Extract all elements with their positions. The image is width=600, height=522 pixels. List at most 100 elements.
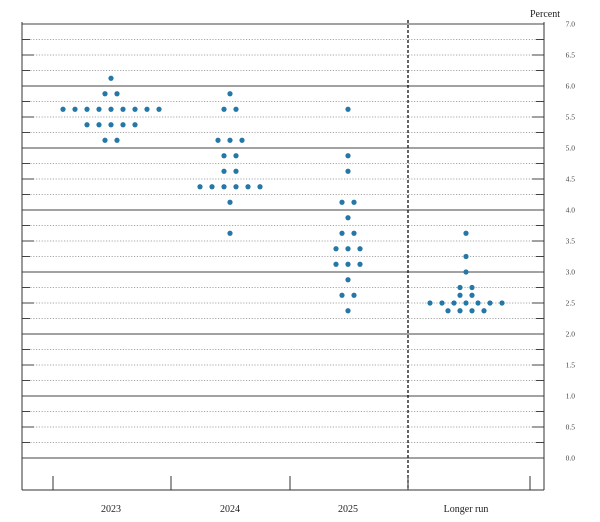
data-point	[221, 153, 227, 159]
data-point	[469, 292, 475, 298]
data-point	[457, 284, 463, 291]
gridlines	[22, 23, 544, 459]
data-point	[84, 122, 90, 128]
data-point	[427, 300, 433, 306]
data-point	[60, 106, 66, 112]
data-point	[215, 137, 221, 143]
data-point	[132, 122, 138, 128]
data-point	[469, 284, 475, 291]
data-point	[345, 308, 351, 314]
data-point	[333, 246, 339, 252]
data-point	[345, 246, 351, 252]
data-point	[487, 300, 493, 306]
data-point	[96, 122, 102, 128]
data-point	[233, 168, 239, 174]
y-tick-label: 2.5	[566, 299, 576, 308]
y-tick-label: 3.0	[566, 268, 576, 277]
data-point	[102, 91, 108, 97]
data-point	[457, 292, 463, 298]
data-point	[233, 184, 239, 190]
y-axis-unit-label: Percent	[530, 9, 560, 20]
data-point	[475, 300, 481, 306]
data-point	[221, 106, 227, 112]
data-point	[345, 261, 351, 267]
data-point	[257, 184, 263, 190]
y-tick-label: 2.0	[566, 330, 576, 339]
data-point	[481, 308, 487, 314]
data-point	[345, 153, 351, 159]
data-point	[339, 292, 345, 298]
data-point	[333, 261, 339, 267]
data-point	[445, 308, 451, 314]
x-category-labels: 2023 2024 2025 Longer run	[101, 504, 488, 515]
data-point	[156, 106, 162, 112]
x-category-ticks	[21, 476, 531, 490]
y-tick-label: 6.0	[566, 82, 576, 91]
data-point	[102, 137, 108, 143]
data-point	[339, 230, 345, 236]
y-tick-label: 6.5	[566, 51, 576, 60]
data-point	[197, 184, 203, 190]
y-tick-label: 0.5	[566, 423, 576, 432]
data-point	[233, 153, 239, 159]
data-point	[345, 106, 351, 112]
data-point	[96, 106, 102, 112]
data-point	[227, 199, 233, 205]
data-point	[345, 277, 351, 283]
axes	[21, 20, 545, 491]
data-point	[339, 199, 345, 205]
y-tick-label: 4.5	[566, 175, 576, 184]
y-tick-label: 3.5	[566, 237, 576, 246]
data-point	[457, 308, 463, 314]
data-point	[345, 215, 351, 221]
data-point	[120, 106, 126, 112]
data-point	[108, 75, 114, 81]
data-point	[469, 308, 475, 314]
data-point	[221, 184, 227, 190]
data-point	[209, 184, 215, 190]
data-point	[463, 253, 469, 260]
data-point	[451, 300, 457, 306]
data-point	[439, 300, 445, 306]
x-category-label: 2023	[101, 504, 121, 515]
y-tick-label: 5.0	[566, 144, 576, 153]
x-category-label: 2024	[220, 504, 240, 515]
data-point	[84, 106, 90, 112]
data-point	[132, 106, 138, 112]
data-point	[351, 230, 357, 236]
y-tick-label: 7.0	[566, 20, 576, 29]
data-point	[227, 91, 233, 97]
data-point	[499, 300, 505, 306]
data-point	[108, 106, 114, 112]
data-point	[233, 106, 239, 112]
y-tick-label: 4.0	[566, 206, 576, 215]
data-point	[108, 122, 114, 128]
x-category-label: Longer run	[444, 504, 489, 515]
y-tick-label: 0.0	[566, 454, 576, 463]
y-tick-label: 5.5	[566, 113, 576, 122]
data-point	[245, 184, 251, 190]
data-point	[72, 106, 78, 112]
data-point	[239, 137, 245, 143]
data-point	[463, 300, 469, 306]
data-point	[221, 168, 227, 174]
data-point	[463, 269, 469, 275]
data-point	[351, 292, 357, 298]
dots-layer	[60, 75, 505, 314]
data-point	[114, 137, 120, 143]
data-point	[227, 230, 233, 236]
x-category-label: 2025	[338, 504, 358, 515]
data-point	[351, 199, 357, 205]
data-point	[357, 261, 363, 267]
data-point	[114, 91, 120, 97]
data-point	[144, 106, 150, 112]
data-point	[463, 230, 469, 236]
data-point	[357, 246, 363, 252]
y-tick-labels: 0.0 0.5 1.0 1.5 2.0 2.5 3.0 3.5 4.0 4.5 5.0 5.5 6.0 6…	[566, 20, 576, 463]
data-point	[120, 122, 126, 128]
data-point	[227, 137, 233, 143]
y-tick-label: 1.5	[566, 361, 576, 370]
y-tick-label: 1.0	[566, 392, 576, 401]
data-point	[345, 168, 351, 174]
